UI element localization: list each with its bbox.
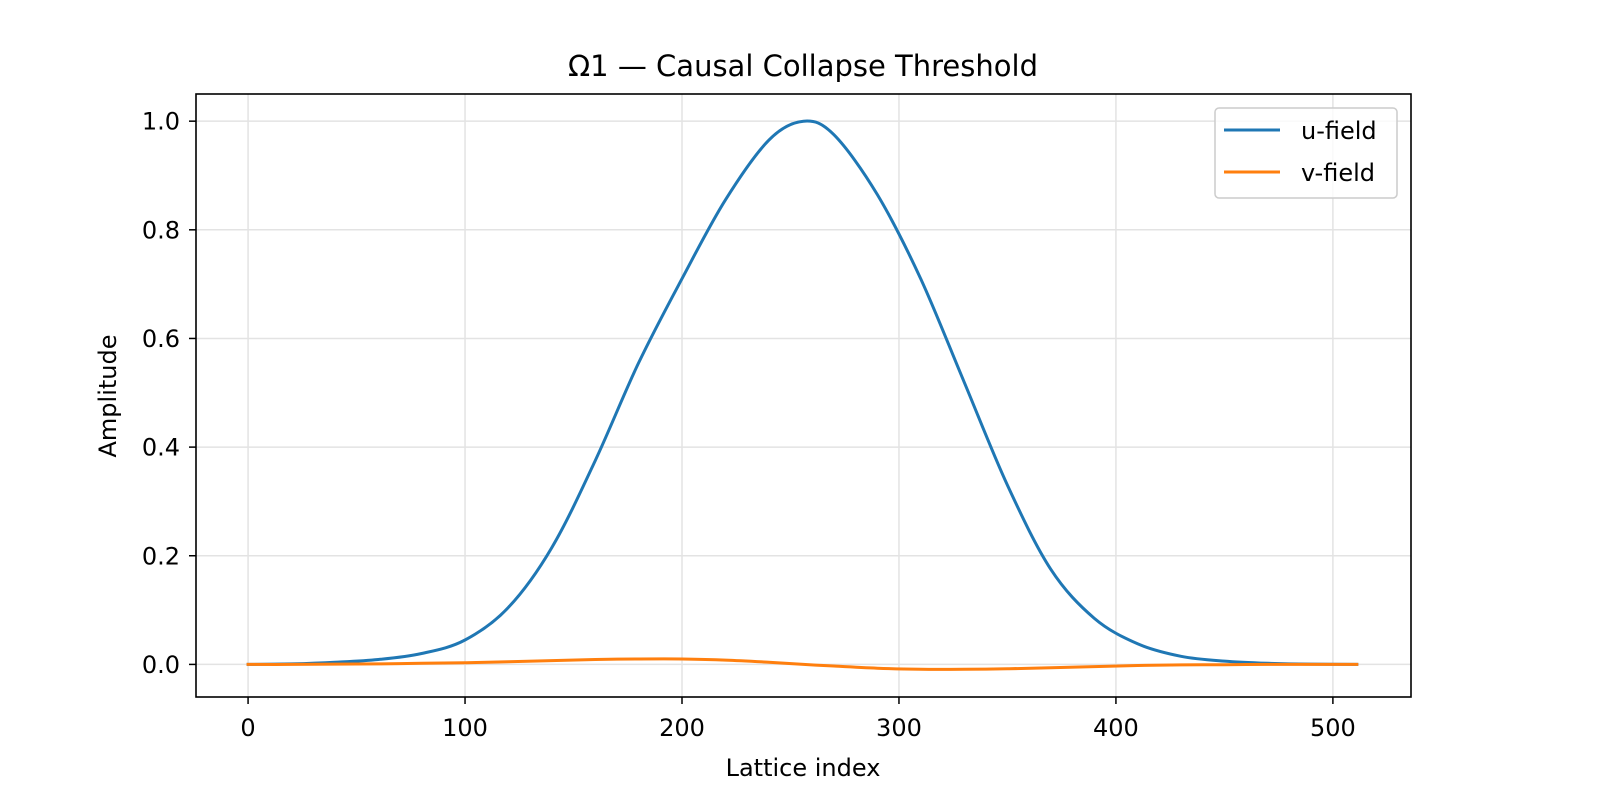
series-layer [246, 119, 1359, 671]
x-tick-label: 300 [876, 714, 922, 742]
legend-label-u-field: u-field [1301, 117, 1377, 145]
plot-frame [195, 93, 1412, 698]
y-tick-label: 0.6 [142, 325, 180, 353]
y-tick-label: 1.0 [142, 108, 180, 136]
x-tick-label: 500 [1310, 714, 1356, 742]
y-tick-label: 0.4 [142, 434, 180, 462]
y-axis-label: Amplitude [94, 335, 122, 458]
legend: u-field v-field [1214, 107, 1398, 199]
y-tick-label: 0.2 [142, 542, 180, 570]
plot-background [196, 94, 1411, 697]
chart-title: Ω1 — Causal Collapse Threshold [568, 49, 1038, 83]
x-axis-label: Lattice index [726, 754, 881, 782]
y-tick-label: 0.0 [142, 651, 180, 679]
series-line-u-field [246, 119, 1359, 666]
x-axis: 0 100 200 300 400 500 [240, 697, 1356, 742]
legend-label-v-field: v-field [1301, 159, 1375, 187]
y-axis: 0.0 0.2 0.4 0.6 0.8 1.0 [142, 108, 196, 679]
x-tick-label: 0 [240, 714, 255, 742]
x-tick-label: 100 [442, 714, 488, 742]
x-tick-label: 400 [1093, 714, 1139, 742]
x-tick-label: 200 [659, 714, 705, 742]
series-line-v-field [246, 657, 1359, 671]
y-tick-label: 0.8 [142, 216, 180, 244]
